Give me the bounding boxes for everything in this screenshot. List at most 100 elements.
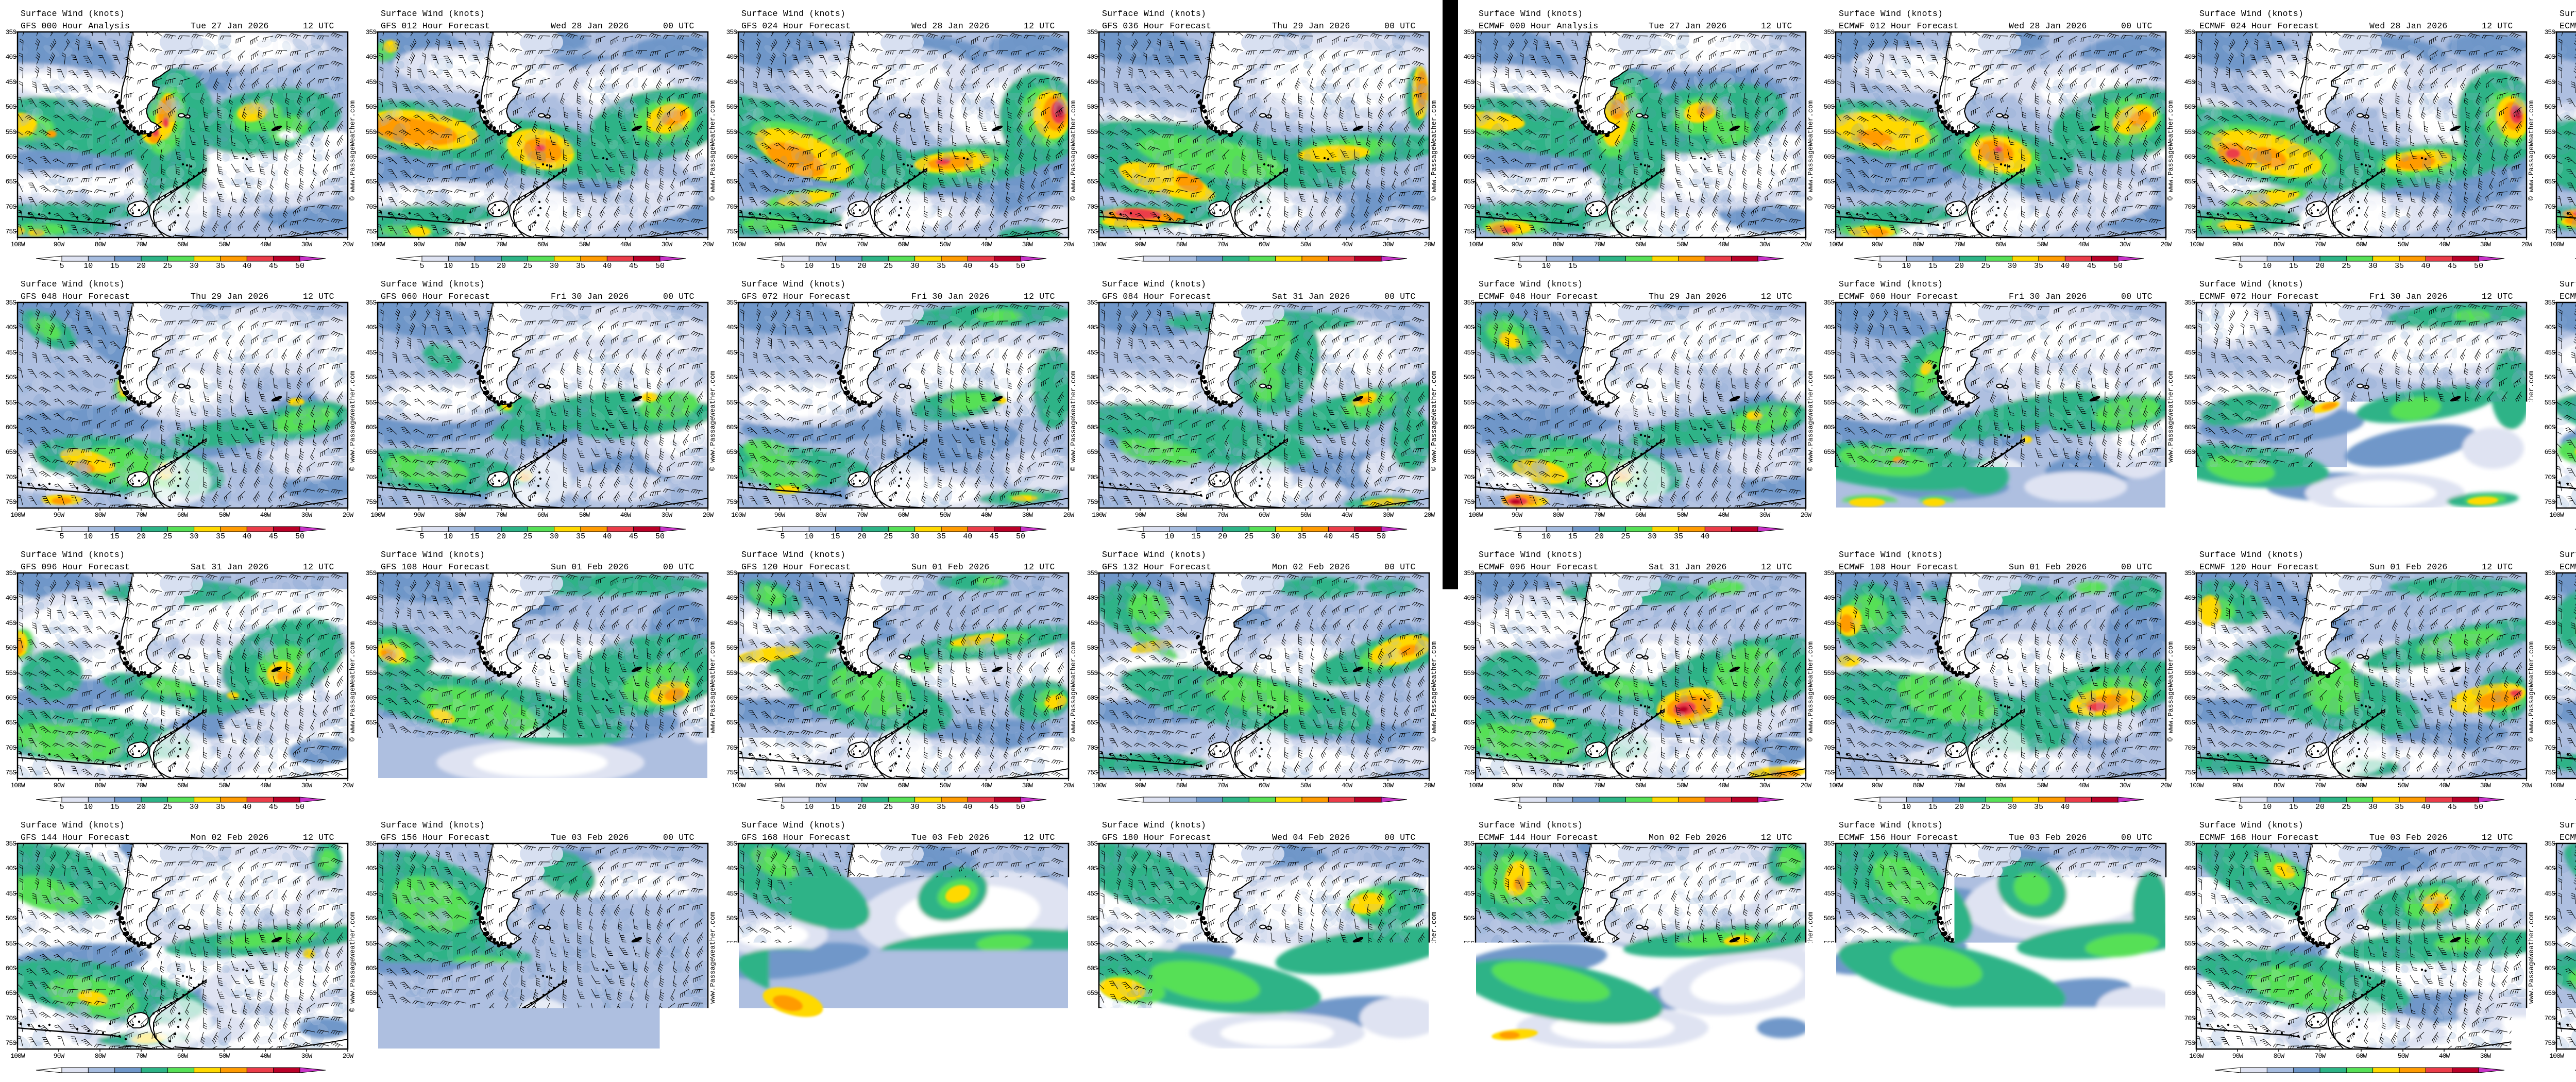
svg-text:Mon 02 Feb 2026: Mon 02 Feb 2026 (191, 833, 269, 842)
svg-text:ECMWF 120 Hour Forecast: ECMWF 120 Hour Forecast (2199, 562, 2319, 572)
svg-text:Surface Wind (knots): Surface Wind (knots) (1839, 820, 1943, 830)
svg-text:Surface Wind (knots): Surface Wind (knots) (2199, 9, 2303, 19)
svg-text:ECMWF 132 Hour Forecast: ECMWF 132 Hour Forecast (2560, 562, 2576, 572)
svg-text:12 UTC: 12 UTC (303, 292, 334, 301)
svg-text:00 UTC: 00 UTC (1384, 292, 1416, 301)
svg-text:Surface Wind (knots): Surface Wind (knots) (2199, 279, 2303, 289)
svg-text:Wed 04 Feb 2026: Wed 04 Feb 2026 (1272, 833, 1350, 842)
svg-text:Surface Wind (knots): Surface Wind (knots) (741, 550, 845, 560)
svg-text:Tue 03 Feb 2026: Tue 03 Feb 2026 (551, 833, 629, 842)
svg-text:Surface Wind (knots): Surface Wind (knots) (21, 9, 125, 19)
svg-text:Surface Wind (knots): Surface Wind (knots) (381, 820, 485, 830)
svg-text:GFS 072 Hour Forecast: GFS 072 Hour Forecast (741, 292, 851, 301)
svg-text:Wed 28 Jan 2026: Wed 28 Jan 2026 (551, 21, 629, 31)
svg-text:00 UTC: 00 UTC (2121, 21, 2153, 31)
svg-text:Thu 29 Jan 2026: Thu 29 Jan 2026 (1649, 292, 1727, 301)
svg-text:Sat 31 Jan 2026: Sat 31 Jan 2026 (1649, 562, 1727, 572)
svg-text:GFS 108 Hour Forecast: GFS 108 Hour Forecast (381, 562, 490, 572)
svg-text:12 UTC: 12 UTC (2482, 562, 2513, 572)
svg-text:Thu 29 Jan 2026: Thu 29 Jan 2026 (191, 292, 269, 301)
svg-text:12 UTC: 12 UTC (1024, 21, 1055, 31)
svg-text:Sun 01 Feb 2026: Sun 01 Feb 2026 (2009, 562, 2087, 572)
svg-text:Surface Wind (knots): Surface Wind (knots) (741, 279, 845, 289)
svg-text:ECMWF 024 Hour Forecast: ECMWF 024 Hour Forecast (2199, 21, 2319, 31)
svg-text:GFS 132 Hour Forecast: GFS 132 Hour Forecast (1102, 562, 1211, 572)
svg-text:12 UTC: 12 UTC (2482, 292, 2513, 301)
svg-text:Surface Wind (knots): Surface Wind (knots) (2560, 279, 2576, 289)
svg-text:ECMWF 012 Hour Forecast: ECMWF 012 Hour Forecast (1839, 21, 1958, 31)
svg-text:ECMWF 072 Hour Forecast: ECMWF 072 Hour Forecast (2199, 292, 2319, 301)
svg-text:Thu 29 Jan 2026: Thu 29 Jan 2026 (1272, 21, 1350, 31)
svg-text:Fri 30 Jan 2026: Fri 30 Jan 2026 (911, 292, 990, 301)
svg-text:ECMWF 060 Hour Forecast: ECMWF 060 Hour Forecast (1839, 292, 1958, 301)
svg-text:12 UTC: 12 UTC (1761, 292, 1792, 301)
svg-text:Surface Wind (knots): Surface Wind (knots) (2199, 550, 2303, 560)
svg-text:GFS 144 Hour Forecast: GFS 144 Hour Forecast (21, 833, 130, 842)
svg-text:00 UTC: 00 UTC (2121, 562, 2153, 572)
svg-text:12 UTC: 12 UTC (1024, 562, 1055, 572)
svg-text:Sun 01 Feb 2026: Sun 01 Feb 2026 (2369, 562, 2448, 572)
svg-text:ECMWF 096 Hour Forecast: ECMWF 096 Hour Forecast (1479, 562, 1598, 572)
svg-text:ECMWF 048 Hour Forecast: ECMWF 048 Hour Forecast (1479, 292, 1598, 301)
svg-text:Surface Wind (knots): Surface Wind (knots) (381, 550, 485, 560)
svg-text:00 UTC: 00 UTC (663, 562, 694, 572)
svg-text:GFS 096 Hour Forecast: GFS 096 Hour Forecast (21, 562, 130, 572)
svg-text:Sat 31 Jan 2026: Sat 31 Jan 2026 (191, 562, 269, 572)
svg-text:Surface Wind (knots): Surface Wind (knots) (741, 9, 845, 19)
svg-text:Surface Wind (knots): Surface Wind (knots) (381, 9, 485, 19)
svg-text:Surface Wind (knots): Surface Wind (knots) (1102, 550, 1206, 560)
svg-text:Tue 03 Feb 2026: Tue 03 Feb 2026 (2369, 833, 2448, 842)
svg-text:GFS 060 Hour Forecast: GFS 060 Hour Forecast (381, 292, 490, 301)
svg-text:00 UTC: 00 UTC (1384, 21, 1416, 31)
svg-text:Surface Wind (knots): Surface Wind (knots) (21, 550, 125, 560)
svg-text:Sun 01 Feb 2026: Sun 01 Feb 2026 (551, 562, 629, 572)
svg-text:ECMWF 156 Hour Forecast: ECMWF 156 Hour Forecast (1839, 833, 1958, 842)
svg-text:Surface Wind (knots): Surface Wind (knots) (1479, 9, 1583, 19)
svg-text:Surface Wind (knots): Surface Wind (knots) (1839, 550, 1943, 560)
svg-text:Tue 03 Feb 2026: Tue 03 Feb 2026 (2009, 833, 2087, 842)
svg-text:12 UTC: 12 UTC (303, 21, 334, 31)
svg-text:ECMWF 108 Hour Forecast: ECMWF 108 Hour Forecast (1839, 562, 1958, 572)
svg-text:GFS 084 Hour Forecast: GFS 084 Hour Forecast (1102, 292, 1211, 301)
svg-text:ECMWF 144 Hour Forecast: ECMWF 144 Hour Forecast (1479, 833, 1598, 842)
svg-text:GFS 024 Hour Forecast: GFS 024 Hour Forecast (741, 21, 851, 31)
svg-text:ECMWF 180 Hour Forecast: ECMWF 180 Hour Forecast (2560, 833, 2576, 842)
svg-text:Sun 01 Feb 2026: Sun 01 Feb 2026 (911, 562, 990, 572)
svg-text:12 UTC: 12 UTC (1761, 21, 1792, 31)
svg-text:Surface Wind (knots): Surface Wind (knots) (1839, 9, 1943, 19)
svg-text:GFS 048 Hour Forecast: GFS 048 Hour Forecast (21, 292, 130, 301)
svg-text:Wed 28 Jan 2026: Wed 28 Jan 2026 (2009, 21, 2087, 31)
svg-text:GFS 156 Hour Forecast: GFS 156 Hour Forecast (381, 833, 490, 842)
svg-text:GFS 036 Hour Forecast: GFS 036 Hour Forecast (1102, 21, 1211, 31)
svg-text:Mon 02 Feb 2026: Mon 02 Feb 2026 (1649, 833, 1727, 842)
svg-text:Mon 02 Feb 2026: Mon 02 Feb 2026 (1272, 562, 1350, 572)
svg-text:Wed 28 Jan 2026: Wed 28 Jan 2026 (911, 21, 990, 31)
svg-text:Wed 28 Jan 2026: Wed 28 Jan 2026 (2369, 21, 2448, 31)
svg-text:Surface Wind (knots): Surface Wind (knots) (1102, 820, 1206, 830)
svg-text:GFS 012 Hour Forecast: GFS 012 Hour Forecast (381, 21, 490, 31)
svg-text:Surface Wind (knots): Surface Wind (knots) (21, 820, 125, 830)
svg-text:12 UTC: 12 UTC (1024, 292, 1055, 301)
svg-text:Tue 03 Feb 2026: Tue 03 Feb 2026 (911, 833, 990, 842)
svg-text:ECMWF 000 Hour Analysis: ECMWF 000 Hour Analysis (1479, 21, 1598, 31)
svg-text:12 UTC: 12 UTC (303, 562, 334, 572)
svg-text:GFS 120 Hour Forecast: GFS 120 Hour Forecast (741, 562, 851, 572)
svg-text:Surface Wind (knots): Surface Wind (knots) (1479, 820, 1583, 830)
svg-text:Surface Wind (knots): Surface Wind (knots) (1102, 9, 1206, 19)
svg-text:Fri 30 Jan 2026: Fri 30 Jan 2026 (551, 292, 629, 301)
svg-text:00 UTC: 00 UTC (2121, 833, 2153, 842)
svg-text:Surface Wind (knots): Surface Wind (knots) (2199, 820, 2303, 830)
svg-text:GFS 180 Hour Forecast: GFS 180 Hour Forecast (1102, 833, 1211, 842)
svg-text:12 UTC: 12 UTC (1761, 833, 1792, 842)
svg-text:Surface Wind (knots): Surface Wind (knots) (1479, 550, 1583, 560)
svg-text:00 UTC: 00 UTC (2121, 292, 2153, 301)
svg-text:00 UTC: 00 UTC (663, 292, 694, 301)
svg-text:12 UTC: 12 UTC (1024, 833, 1055, 842)
svg-text:ECMWF 084 Hour Forecast: ECMWF 084 Hour Forecast (2560, 292, 2576, 301)
svg-text:00 UTC: 00 UTC (1384, 833, 1416, 842)
svg-text:Surface Wind (knots): Surface Wind (knots) (741, 820, 845, 830)
svg-text:00 UTC: 00 UTC (1384, 562, 1416, 572)
svg-text:GFS 000 Hour Analysis: GFS 000 Hour Analysis (21, 21, 130, 31)
svg-text:00 UTC: 00 UTC (663, 21, 694, 31)
svg-text:12 UTC: 12 UTC (303, 833, 334, 842)
